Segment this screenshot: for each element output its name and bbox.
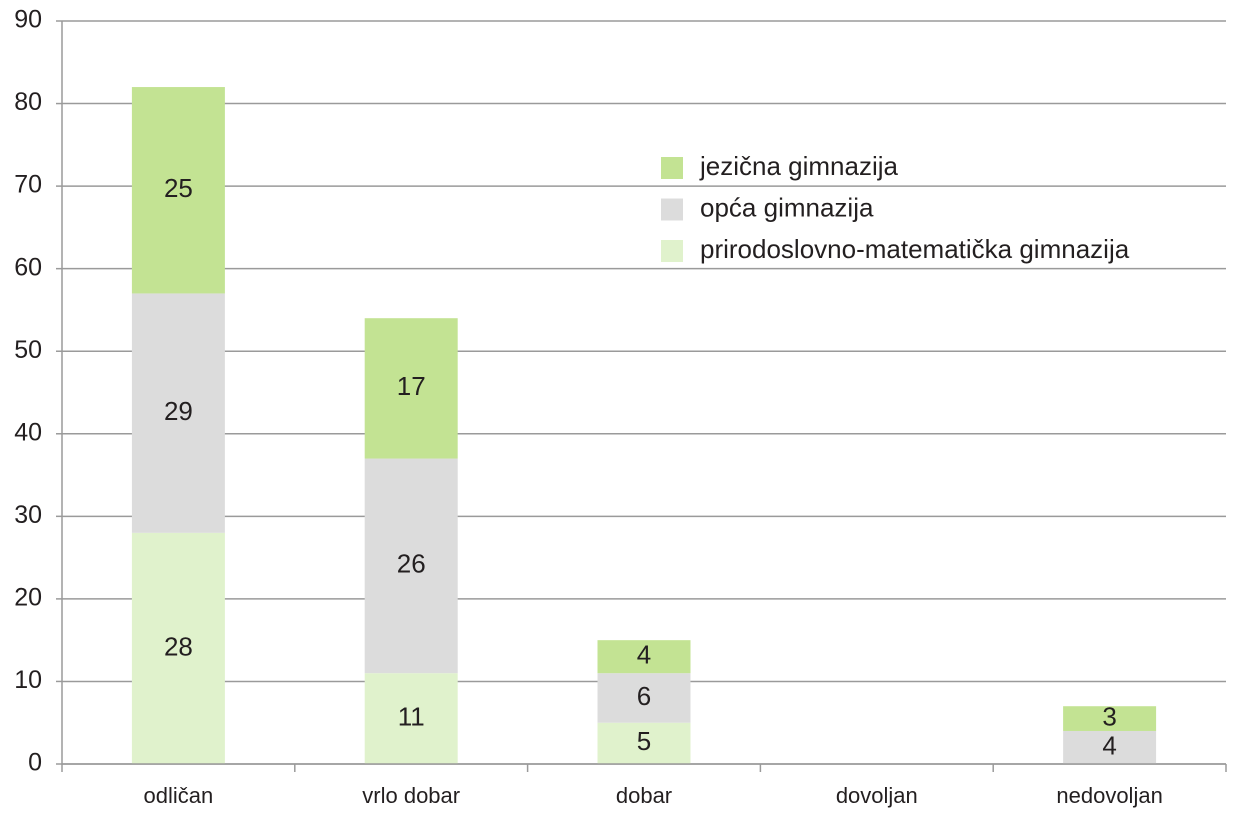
y-tick-label: 10 [14,666,42,694]
bar-segment [364,673,458,764]
x-tick-label: dobar [616,783,672,808]
y-tick-label: 30 [14,501,42,529]
x-tick-label: dovoljan [836,783,918,808]
value-label: 26 [397,549,426,579]
bar-segment [364,458,458,674]
legend-swatch [661,198,683,221]
y-tick-label: 80 [14,88,42,116]
bar-segment [131,293,225,533]
bar-segment [364,318,458,459]
value-label: 3 [1102,701,1116,731]
value-label: 11 [398,701,425,731]
x-tick-label: nedovoljan [1056,783,1162,808]
value-label: 4 [637,640,651,670]
value-label: 5 [637,726,651,756]
y-tick-label: 90 [14,6,42,34]
x-tick-label: vrlo dobar [362,783,460,808]
legend-label: opća gimnazija [700,192,874,222]
y-tick-label: 50 [14,336,42,364]
bar-segment [1063,730,1157,764]
y-tick-label: 70 [14,171,42,199]
y-tick-label: 20 [14,583,42,611]
bar-segment [597,640,691,674]
value-label: 4 [1102,730,1116,760]
y-tick-label: 60 [14,253,42,281]
value-label: 25 [164,173,193,203]
bar-segment [597,722,691,764]
bar-segment [1063,706,1157,731]
legend-label: prirodoslovno-matematička gimnazija [700,234,1130,264]
bar-segment [597,673,691,723]
bar-segment [131,532,225,764]
legend-swatch [661,157,683,179]
x-tick-label: odličan [144,783,214,808]
y-tick-label: 40 [14,418,42,446]
value-label: 17 [397,371,426,401]
value-label: 6 [637,681,651,711]
y-tick-label: 0 [28,749,42,777]
legend-swatch [661,240,683,262]
value-label: 28 [164,631,193,661]
value-label: 29 [164,396,193,426]
legend-label: jezična gimnazija [699,151,899,181]
bar-segment [131,87,225,294]
